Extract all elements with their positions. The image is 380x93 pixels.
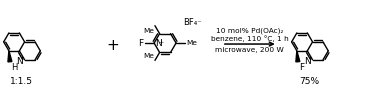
Text: benzene, 110 °C, 1 h: benzene, 110 °C, 1 h	[211, 36, 289, 43]
Text: Me: Me	[143, 28, 154, 34]
Text: +: +	[106, 37, 119, 53]
Text: N: N	[304, 57, 311, 66]
Text: Me: Me	[143, 53, 154, 59]
Text: N: N	[16, 57, 23, 66]
Text: H: H	[11, 63, 18, 72]
Text: Me: Me	[186, 40, 197, 46]
Text: N: N	[155, 39, 162, 48]
Polygon shape	[8, 51, 12, 62]
Text: 1:1.5: 1:1.5	[10, 77, 33, 86]
Text: 75%: 75%	[299, 77, 320, 86]
Text: microwave, 200 W: microwave, 200 W	[215, 47, 284, 53]
Text: +: +	[158, 40, 164, 45]
Text: 10 mol% Pd(OAc)₂: 10 mol% Pd(OAc)₂	[216, 28, 283, 35]
Text: F: F	[299, 63, 304, 72]
Text: F: F	[138, 39, 143, 48]
Text: BF₄⁻: BF₄⁻	[183, 18, 202, 27]
Polygon shape	[296, 51, 300, 62]
